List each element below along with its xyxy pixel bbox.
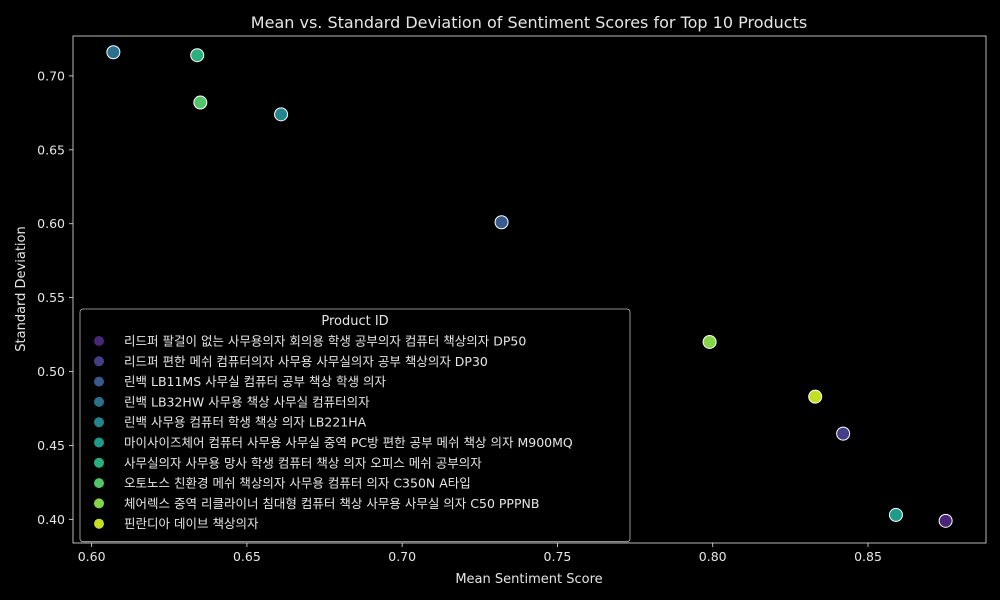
legend-label: 체어렉스 중역 리클라이너 침대형 컴퓨터 책상 사무용 사무실 의자 C50 … [124, 496, 539, 511]
legend-marker [94, 478, 104, 489]
legend-box [79, 308, 631, 543]
y-tick-label: 0.40 [37, 512, 65, 527]
data-point [836, 426, 851, 441]
legend-label: 리드퍼 팔걸이 없는 사무용의자 회의용 학생 공부의자 컴퓨터 책상의자 DP… [124, 334, 526, 349]
legend-marker [94, 376, 104, 387]
data-point [106, 45, 121, 60]
data-point [190, 48, 205, 63]
legend-marker [94, 336, 104, 346]
x-tick-label: 0.70 [388, 549, 416, 564]
y-tick-label: 0.65 [37, 142, 65, 157]
legend-label: 린백 LB11MS 사무실 컴퓨터 공부 책상 학생 의자 [124, 374, 386, 389]
legend-label: 마이사이즈체어 컴퓨터 사무용 사무실 중역 PC방 편한 공부 메쉬 책상 의… [124, 435, 573, 450]
chart-title: Mean vs. Standard Deviation of Sentiment… [251, 13, 807, 32]
x-axis: 0.60 0.65 0.70 0.75 0.80 0.85 [78, 543, 882, 564]
legend: Product ID 리드퍼 팔걸이 없는 사무용의자 회의용 학생 공부의자 … [79, 308, 631, 543]
legend-marker [94, 518, 104, 529]
y-tick-label: 0.60 [37, 216, 65, 231]
data-point [938, 513, 953, 528]
legend-label: 린백 사무용 컴퓨터 학생 책상 의자 LB221HA [124, 415, 367, 430]
y-tick-label: 0.45 [37, 438, 65, 453]
y-axis: 0.40 0.45 0.50 0.55 0.60 0.65 0.70 [37, 68, 73, 527]
data-point [702, 334, 717, 349]
legend-label: 리드퍼 편한 메쉬 컴퓨터의자 사무용 사무실의자 공부 책상의자 DP30 [124, 354, 488, 369]
legend-marker [94, 396, 104, 407]
data-point [808, 389, 823, 404]
y-tick-label: 0.55 [37, 290, 65, 305]
legend-label: 사무실의자 사무용 망사 학생 컴퓨터 책상 의자 오피스 메쉬 공부의자 [124, 455, 482, 470]
data-point [888, 507, 903, 522]
x-tick-label: 0.65 [233, 549, 261, 564]
legend-marker [94, 417, 104, 428]
data-point [274, 107, 289, 122]
legend-label: 린백 LB32HW 사무용 책상 사무실 컴퓨터의자 [124, 394, 370, 409]
x-tick-label: 0.80 [699, 549, 727, 564]
legend-marker [94, 498, 104, 509]
legend-label: 오토노스 친환경 메쉬 책상의자 사무용 컴퓨터 의자 C350N A타입 [124, 476, 471, 491]
legend-marker [94, 457, 104, 468]
x-tick-label: 0.85 [854, 549, 882, 564]
legend-title: Product ID [321, 314, 388, 329]
x-tick-label: 0.60 [78, 549, 106, 564]
x-axis-label: Mean Sentiment Score [455, 572, 602, 587]
legend-marker [94, 356, 104, 367]
legend-label: 핀란디아 데이브 책상의자 [124, 516, 259, 531]
data-points [106, 45, 953, 528]
plot-area [72, 35, 987, 544]
data-point [494, 215, 509, 230]
x-tick-label: 0.75 [544, 549, 572, 564]
y-tick-label: 0.70 [37, 68, 65, 83]
data-point [193, 95, 208, 110]
y-tick-label: 0.50 [37, 364, 65, 379]
y-axis-label: Standard Deviation [14, 226, 29, 351]
legend-marker [94, 437, 104, 448]
